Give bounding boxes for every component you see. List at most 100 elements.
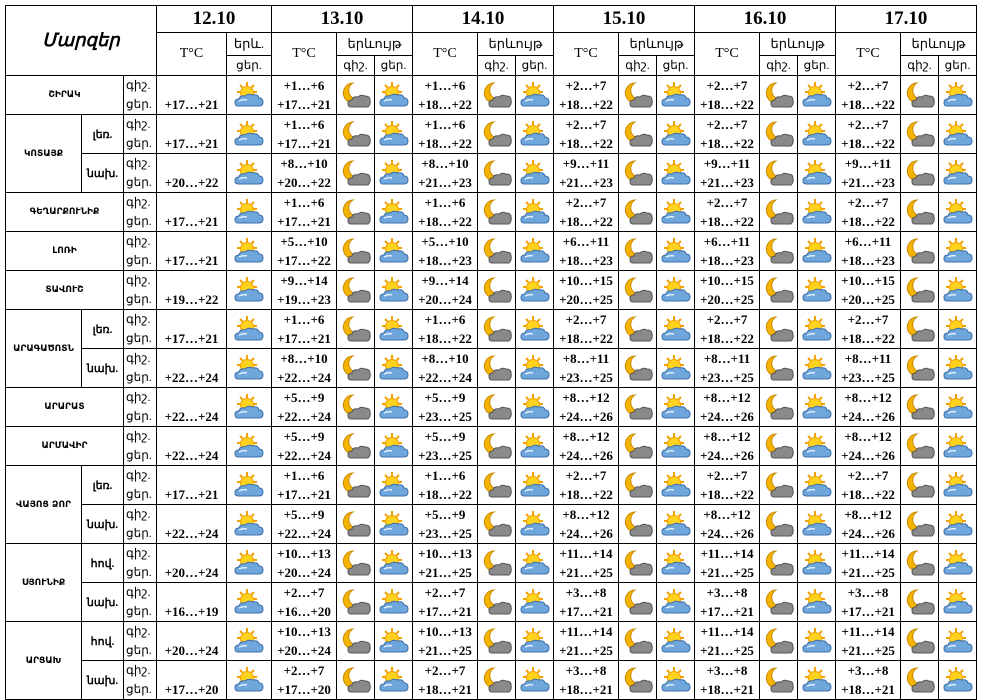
temperature: +10…+13 +21…+25 <box>412 543 478 583</box>
night-temperature: +10…+13 <box>277 624 331 639</box>
temperature: +11…+14 +21…+25 <box>835 621 901 661</box>
night-temperature: +3…+8 <box>706 663 748 678</box>
blank-line <box>158 506 226 525</box>
day-temperature: +16…+20 <box>277 604 331 619</box>
sun-icon <box>942 667 973 692</box>
sun-icon <box>660 394 691 419</box>
time-labels: գիշ. ցեր. <box>123 582 157 622</box>
night-icon-cell <box>900 465 939 505</box>
temp-header: T°C <box>553 32 619 76</box>
day-icon-cell <box>797 75 836 115</box>
phenomenon-header: երևույթ <box>336 32 413 56</box>
night-icon-cell <box>759 543 798 583</box>
temperature: +19…+22 <box>156 270 227 310</box>
night-icon-cell <box>759 660 798 700</box>
day-icon-cell <box>226 504 272 544</box>
day-icon-cell <box>938 114 977 154</box>
temperature: +2…+7 +18…+21 <box>412 660 478 700</box>
night-icon-cell <box>336 75 375 115</box>
region-row: նախ. գիշ. ցեր. +22…+24 +8…+10 +22…+24 +8…+10 +2… <box>6 348 977 388</box>
night-icon-cell <box>477 504 516 544</box>
night-temperature: +8…+12 <box>562 429 610 444</box>
time-labels: գիշ. ցեր. <box>123 153 157 193</box>
temperature: +2…+7 +18…+22 <box>694 75 760 115</box>
time-labels: գիշ. ցեր. <box>123 543 157 583</box>
blank-line <box>158 272 226 291</box>
moon-icon <box>906 238 935 264</box>
temperature: +2…+7 +18…+22 <box>553 465 619 505</box>
sun-icon <box>660 589 691 614</box>
blank-line <box>158 662 226 681</box>
temperature: +16…+19 <box>156 582 227 622</box>
day-icon-cell <box>226 114 272 154</box>
day-label: ցեր. <box>126 253 152 267</box>
night-icon-cell <box>618 153 657 193</box>
moon-icon <box>342 82 371 108</box>
day-icon-cell <box>374 114 413 154</box>
day-temperature: +18…+23 <box>559 253 613 268</box>
day-icon-cell <box>226 348 272 388</box>
time-labels: գիշ. ցեր. <box>123 75 157 115</box>
night-icon-cell <box>618 231 657 271</box>
night-icon-cell <box>618 114 657 154</box>
night-header: գիշ. <box>900 55 939 76</box>
sun-icon <box>801 550 832 575</box>
night-temperature: +10…+15 <box>841 273 895 288</box>
day-temperature: +22…+24 <box>164 409 219 424</box>
date: 14.10 <box>412 5 554 33</box>
day-icon-cell <box>515 465 554 505</box>
day-temperature: +21…+25 <box>418 643 472 658</box>
night-header: գիշ. <box>759 55 798 76</box>
day-temperature: +20…+24 <box>164 643 219 658</box>
night-icon-cell <box>477 426 516 466</box>
day-temperature: +17…+21 <box>277 331 331 346</box>
night-temperature: +3…+8 <box>706 585 748 600</box>
day-temperature: +23…+25 <box>418 448 472 463</box>
day-icon-cell <box>226 309 272 349</box>
night-icon-cell <box>900 426 939 466</box>
temperature: +3…+8 +17…+21 <box>694 582 760 622</box>
night-temperature: +3…+8 <box>565 663 607 678</box>
date: 16.10 <box>694 5 836 33</box>
temperature: +8…+10 +21…+23 <box>412 153 478 193</box>
sun-icon <box>942 628 973 653</box>
day-temperature: +22…+24 <box>418 370 472 385</box>
moon-icon <box>906 589 935 615</box>
day-temperature: +23…+25 <box>559 370 613 385</box>
temperature: +17…+21 <box>156 465 227 505</box>
night-temperature: +2…+7 <box>283 585 325 600</box>
night-temperature: +8…+11 <box>844 351 892 366</box>
day-temperature: +21…+25 <box>700 643 754 658</box>
day-temperature: +17…+20 <box>164 682 219 697</box>
zone-name: լեռ. <box>81 465 124 505</box>
day-icon-cell <box>226 192 272 232</box>
sun-icon <box>942 511 973 536</box>
moon-icon <box>624 667 653 693</box>
temperature: +22…+24 <box>156 504 227 544</box>
temperature: +3…+8 +17…+21 <box>553 582 619 622</box>
region-name: ԳԵՂԱՐՔՈՒՆԻՔ <box>5 192 124 232</box>
sun-icon <box>378 355 409 380</box>
night-label: գիշ. <box>126 195 151 209</box>
sun-icon <box>378 160 409 185</box>
day-icon-cell <box>656 426 695 466</box>
region-row: ԳԵՂԱՐՔՈՒՆԻՔ գիշ. ցեր. +17…+21 +1…+6 +17…+21 +1… <box>5 192 977 232</box>
day-icon-cell <box>374 309 413 349</box>
moon-icon <box>624 472 653 498</box>
sun-icon <box>660 472 691 497</box>
day-icon-cell <box>374 192 413 232</box>
day-temperature: +17…+21 <box>841 604 895 619</box>
sun-icon <box>942 82 973 107</box>
day-temperature: +18…+22 <box>841 97 895 112</box>
sun-icon <box>378 667 409 692</box>
day-icon-cell <box>797 465 836 505</box>
moon-icon <box>624 160 653 186</box>
temperature: +10…+13 +21…+25 <box>412 621 478 661</box>
temperature: +8…+11 +23…+25 <box>835 348 901 388</box>
moon-icon <box>342 277 371 303</box>
night-icon-cell <box>336 426 375 466</box>
day-label: ցեր. <box>126 643 152 657</box>
night-temperature: +3…+8 <box>565 585 607 600</box>
moon-icon <box>765 511 794 537</box>
temperature: +22…+24 <box>156 426 227 466</box>
